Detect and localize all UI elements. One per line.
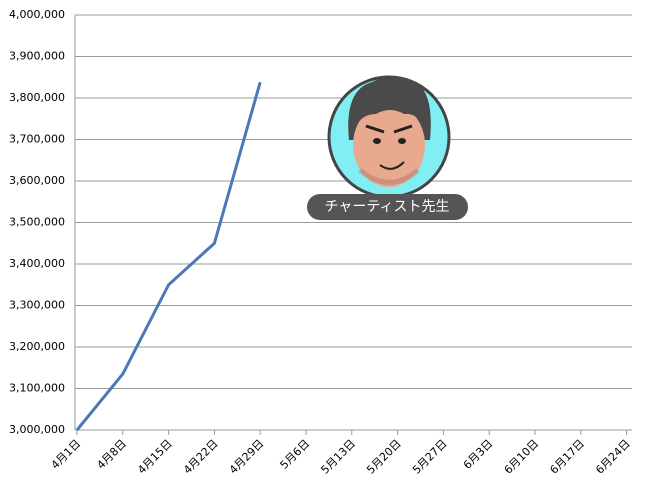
avatar-label: チャーティスト先生 — [324, 199, 449, 215]
x-tick-label: 4月29日 — [227, 437, 267, 477]
y-tick-label: 3,600,000 — [9, 174, 65, 187]
y-tick-label: 3,400,000 — [9, 257, 65, 270]
x-tick-label: 5月6日 — [278, 437, 313, 472]
x-tick-label: 6月24日 — [593, 437, 633, 477]
y-tick-label: 3,900,000 — [9, 50, 65, 63]
data-line — [75, 81, 262, 431]
x-tick-label: 6月3日 — [461, 437, 496, 472]
y-tick-label: 4,000,000 — [9, 8, 65, 21]
x-tick-label: 4月15日 — [135, 437, 175, 477]
y-tick-label: 3,300,000 — [9, 299, 65, 312]
y-tick-label: 3,800,000 — [9, 91, 65, 104]
x-tick-label: 5月20日 — [364, 437, 404, 477]
x-tick-label: 5月13日 — [318, 437, 358, 477]
x-tick-label: 6月17日 — [547, 437, 587, 477]
x-tick-label: 4月8日 — [94, 437, 129, 472]
x-tick-label: 4月22日 — [181, 437, 221, 477]
x-tick-label: 6月10日 — [502, 437, 542, 477]
x-tick-label: 4月1日 — [49, 437, 84, 472]
y-tick-label: 3,200,000 — [9, 340, 65, 353]
y-tick-label: 3,700,000 — [9, 133, 65, 146]
avatar: チャーティスト先生 — [307, 75, 468, 220]
y-tick-label: 3,000,000 — [9, 423, 65, 436]
x-tick-label: 5月27日 — [410, 437, 450, 477]
y-tick-label: 3,100,000 — [9, 382, 65, 395]
y-tick-label: 3,500,000 — [9, 216, 65, 229]
